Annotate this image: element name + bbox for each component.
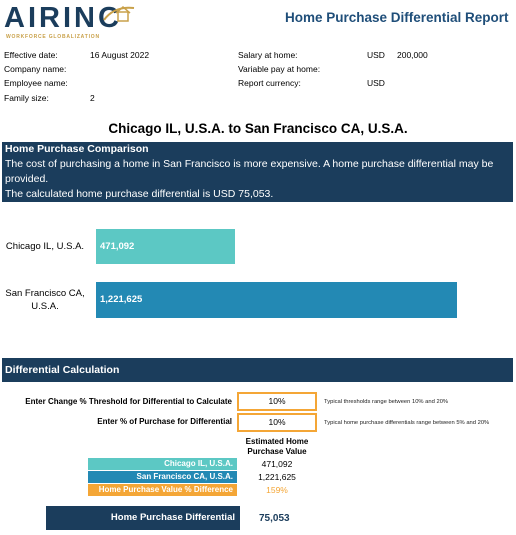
comparison-heading: Home Purchase Comparison [5, 143, 149, 155]
row-value: 159% [266, 485, 288, 495]
input-label: Enter Change % Threshold for Differentia… [25, 397, 232, 406]
input-note: Typical thresholds range between 10% and… [324, 399, 449, 405]
result-label: Home Purchase Differential [46, 506, 240, 530]
info-label: Employee name: [4, 78, 68, 88]
row-label: Home Purchase Value % Difference [88, 484, 237, 496]
column-header: Estimated Home Purchase Value [245, 437, 309, 456]
logo-icon [103, 6, 135, 22]
bar-value-label: 1,221,625 [100, 294, 143, 305]
bar-value-label: 471,092 [100, 241, 135, 252]
input-label: Enter % of Purchase for Differential [97, 417, 232, 426]
comparison-box: Home Purchase Comparison The cost of pur… [2, 142, 513, 202]
info-label: Salary at home: [238, 50, 298, 60]
info-label: Effective date: [4, 50, 58, 60]
input-box[interactable]: 10% [237, 413, 317, 432]
comparison-text: The cost of purchasing a home in San Fra… [5, 158, 494, 185]
input-note: Typical home purchase differentials rang… [324, 420, 490, 426]
bar-category-label: Chicago IL, U.S.A. [5, 241, 85, 252]
info-currency: USD [367, 78, 385, 88]
row-label: San Francisco CA, U.S.A. [88, 471, 237, 483]
comparison-text: The calculated home purchase differentia… [5, 188, 274, 200]
logo-tagline: WORKFORCE GLOBALIZATION [6, 34, 100, 40]
info-label: Family size: [4, 93, 49, 103]
info-label: Variable pay at home: [238, 64, 321, 74]
report-title: Home Purchase Differential Report [285, 10, 509, 25]
route-title: Chicago IL, U.S.A. to San Francisco CA, … [108, 121, 408, 136]
bar-category-label: San Francisco CA, U.S.A. [5, 288, 85, 312]
result-value: 75,053 [259, 513, 290, 524]
info-label: Company name: [4, 64, 67, 74]
info-value: 2 [90, 93, 95, 103]
differential-heading: Differential Calculation [2, 358, 513, 382]
info-currency: USD [367, 50, 385, 60]
info-value: 16 August 2022 [90, 50, 150, 60]
bar [96, 229, 236, 264]
row-label: Chicago IL, U.S.A. [88, 458, 237, 470]
info-value: 200,000 [397, 50, 428, 60]
input-box[interactable]: 10% [237, 392, 317, 411]
info-label: Report currency: [238, 78, 301, 88]
logo: AIRINC [4, 2, 122, 34]
row-value: 1,221,625 [258, 472, 296, 482]
row-value: 471,092 [261, 459, 293, 469]
bar [96, 282, 457, 318]
